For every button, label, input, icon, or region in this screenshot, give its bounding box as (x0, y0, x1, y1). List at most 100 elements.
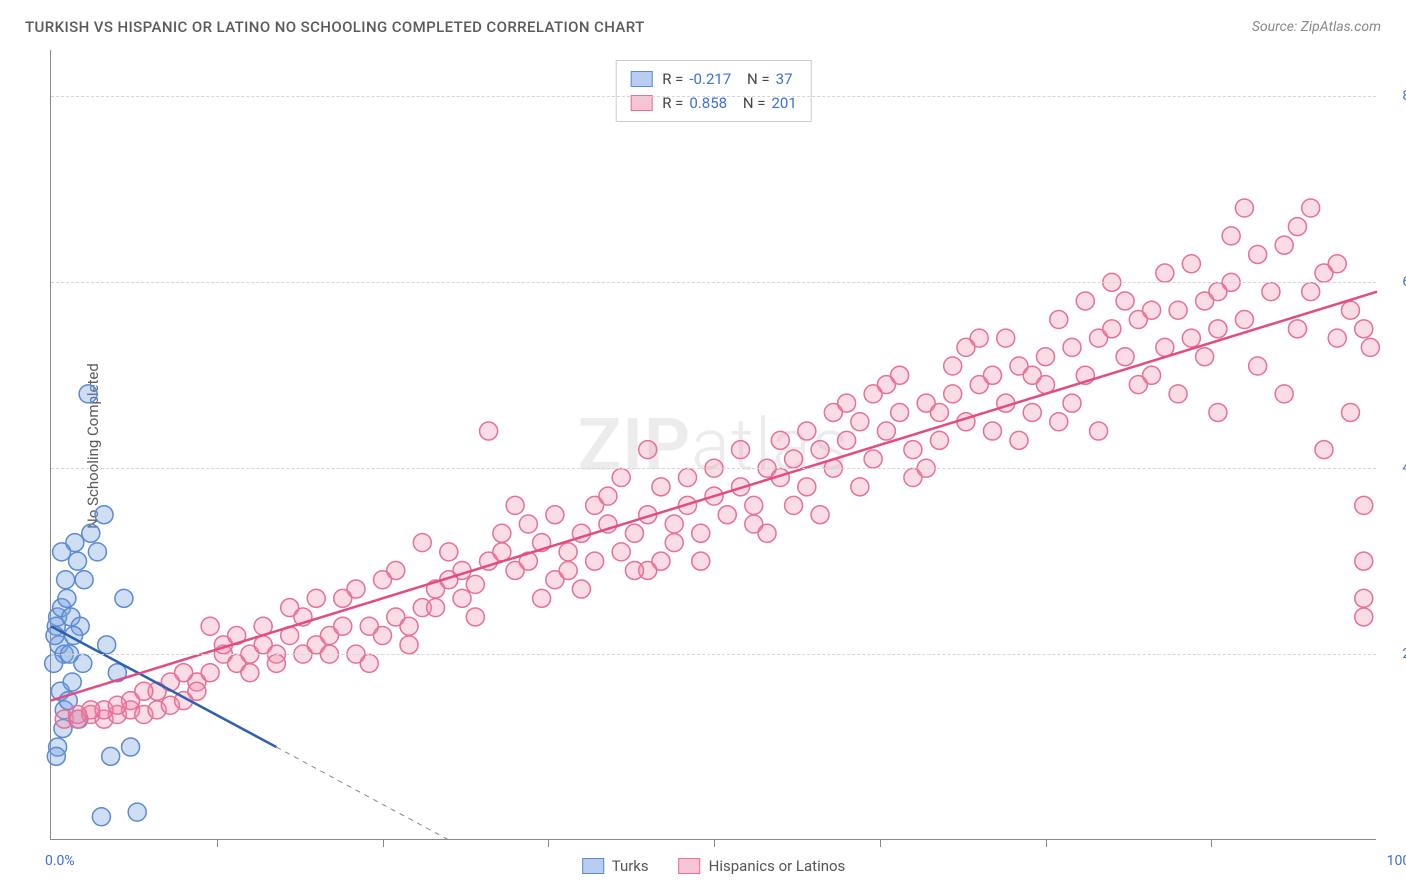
data-point-hispanics (559, 543, 577, 561)
data-point-hispanics (267, 654, 285, 672)
x-axis-max-label: 100.0% (1387, 853, 1406, 869)
data-point-turks (102, 747, 120, 765)
data-point-hispanics (745, 496, 763, 514)
x-tick (548, 839, 549, 847)
data-point-hispanics (1302, 199, 1320, 217)
data-point-hispanics (1249, 357, 1267, 375)
data-point-hispanics (1063, 338, 1081, 356)
chart-svg (51, 50, 1376, 839)
data-point-turks (57, 571, 75, 589)
data-point-hispanics (785, 450, 803, 468)
data-point-hispanics (400, 617, 418, 635)
data-point-hispanics (1103, 320, 1121, 338)
n-label: N = (743, 91, 766, 115)
data-point-hispanics (1076, 292, 1094, 310)
data-point-turks (82, 524, 100, 542)
gridline (51, 468, 1376, 469)
data-point-hispanics (599, 487, 617, 505)
gridline (51, 282, 1376, 283)
data-point-hispanics (798, 422, 816, 440)
data-point-hispanics (944, 357, 962, 375)
correlation-legend: R = -0.217 N = 37 R = 0.858 N = 201 (615, 60, 812, 122)
data-point-hispanics (586, 552, 604, 570)
x-axis-origin-label: 0.0% (45, 853, 75, 869)
r-label: R = (662, 67, 683, 91)
data-point-hispanics (1328, 255, 1346, 273)
data-point-hispanics (1116, 348, 1134, 366)
data-point-hispanics (1050, 413, 1068, 431)
data-point-hispanics (612, 543, 630, 561)
data-point-hispanics (135, 682, 153, 700)
data-point-hispanics (718, 506, 736, 524)
data-point-hispanics (1275, 236, 1293, 254)
data-point-hispanics (546, 506, 564, 524)
data-point-hispanics (1143, 301, 1161, 319)
data-point-hispanics (891, 366, 909, 384)
data-point-hispanics (983, 366, 1001, 384)
x-tick (383, 839, 384, 847)
swatch-hispanics (679, 858, 701, 874)
correlation-row-turks: R = -0.217 N = 37 (630, 67, 797, 91)
data-point-hispanics (851, 413, 869, 431)
data-point-turks (115, 589, 133, 607)
data-point-hispanics (427, 599, 445, 617)
data-point-hispanics (1050, 311, 1068, 329)
plot-area: ZIPatlas R = -0.217 N = 37 R = 0.858 N =… (50, 50, 1376, 840)
n-value-hispanics: 201 (771, 91, 796, 115)
data-point-hispanics (347, 580, 365, 598)
trend-line-hispanics (51, 292, 1377, 701)
data-point-hispanics (572, 580, 590, 598)
data-point-hispanics (771, 431, 789, 449)
x-tick (880, 839, 881, 847)
data-point-turks (95, 506, 113, 524)
correlation-text: R = 0.858 N = 201 (662, 91, 797, 115)
data-point-hispanics (1275, 385, 1293, 403)
y-tick-label: 2.0% (1402, 646, 1406, 662)
data-point-hispanics (838, 394, 856, 412)
data-point-hispanics (533, 589, 551, 607)
data-point-hispanics (758, 524, 776, 542)
data-point-hispanics (1249, 245, 1267, 263)
data-point-hispanics (1182, 329, 1200, 347)
data-point-hispanics (1209, 320, 1227, 338)
data-point-hispanics (1010, 431, 1028, 449)
data-point-hispanics (1235, 311, 1253, 329)
data-point-hispanics (493, 543, 511, 561)
swatch-turks (630, 71, 652, 87)
data-point-turks (45, 654, 63, 672)
y-tick-label: 8.0% (1402, 88, 1406, 104)
data-point-hispanics (201, 617, 219, 635)
data-point-hispanics (612, 469, 630, 487)
data-point-hispanics (400, 636, 418, 654)
data-point-hispanics (798, 478, 816, 496)
data-point-hispanics (440, 543, 458, 561)
data-point-turks (122, 738, 140, 756)
correlation-row-hispanics: R = 0.858 N = 201 (630, 91, 797, 115)
data-point-turks (63, 673, 81, 691)
data-point-hispanics (1156, 338, 1174, 356)
legend-item-hispanics: Hispanics or Latinos (679, 857, 846, 875)
data-point-hispanics (480, 422, 498, 440)
data-point-hispanics (307, 589, 325, 607)
gridline (51, 96, 1376, 97)
data-point-hispanics (506, 496, 524, 514)
data-point-hispanics (1037, 348, 1055, 366)
data-point-turks (88, 543, 106, 561)
data-point-hispanics (374, 571, 392, 589)
data-point-hispanics (1222, 227, 1240, 245)
data-point-hispanics (453, 589, 471, 607)
x-tick (1211, 839, 1212, 847)
data-point-hispanics (652, 478, 670, 496)
data-point-hispanics (1361, 338, 1379, 356)
data-point-hispanics (466, 608, 484, 626)
data-point-hispanics (1315, 441, 1333, 459)
data-point-hispanics (1196, 348, 1214, 366)
chart-header: TURKISH VS HISPANIC OR LATINO NO SCHOOLI… (25, 18, 1381, 36)
data-point-hispanics (678, 469, 696, 487)
data-point-turks (75, 571, 93, 589)
r-value-hispanics: 0.858 (689, 91, 727, 115)
data-point-hispanics (904, 441, 922, 459)
data-point-hispanics (930, 403, 948, 421)
x-tick (217, 839, 218, 847)
data-point-hispanics (1328, 329, 1346, 347)
